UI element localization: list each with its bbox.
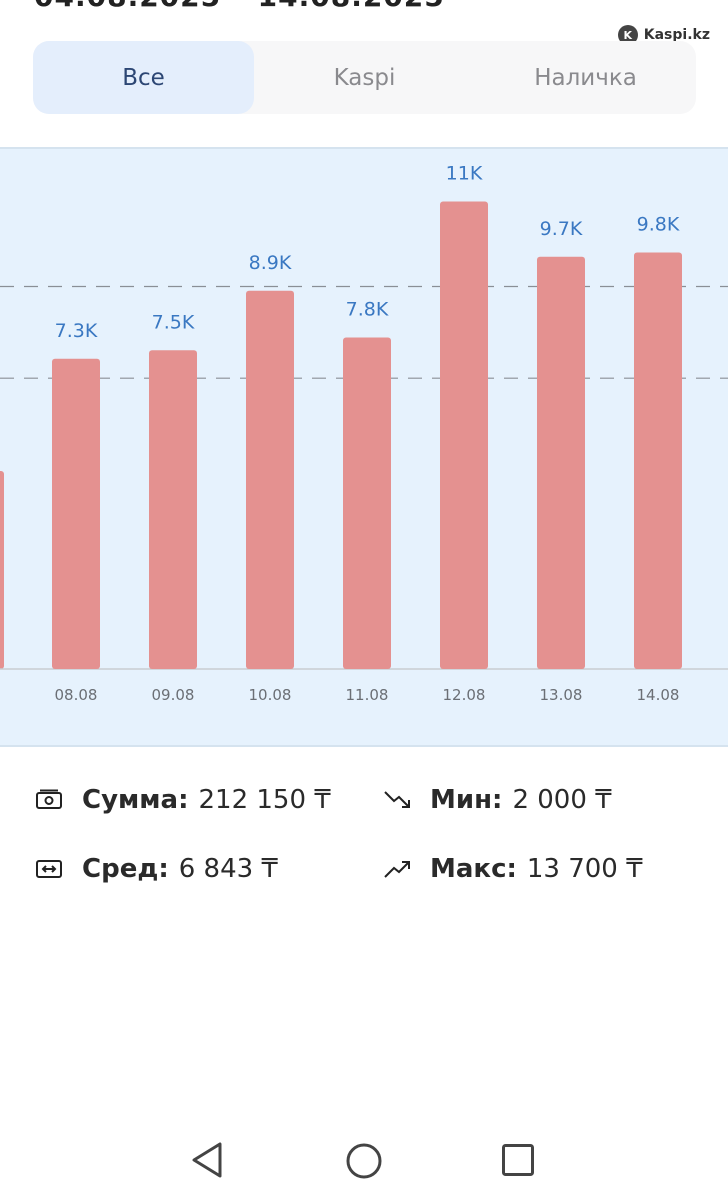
stat-sum-value: 212 150 ₸ (198, 785, 331, 815)
bar-09.08 (149, 350, 197, 669)
x-tick-09.08: 09.08 (152, 686, 195, 704)
stat-min-value: 2 000 ₸ (512, 785, 612, 815)
stat-sum: Сумма: 212 150 ₸ (34, 785, 331, 815)
date-range-title: 04.08.2025 – 14.08.2025 (34, 0, 445, 13)
bar-label-10.08: 8.9K (249, 252, 292, 274)
bar-label-08.08: 7.3K (55, 320, 98, 342)
average-icon (34, 854, 64, 884)
tab-cash[interactable]: Наличка (534, 64, 637, 91)
bar-label-12.08: 11K (446, 163, 483, 185)
daily-sales-chart[interactable]: 7.3K 08.08 7.5K 09.08 8.9K 10.08 7.8K 11.08 11K 1… (0, 147, 728, 747)
bar-label-14.08: 9.8K (637, 214, 680, 236)
bar-13.08 (537, 256, 585, 669)
bar-chart-svg: 7.3K 08.08 7.5K 09.08 8.9K 10.08 7.8K 11.08 11K 1… (0, 163, 728, 704)
stat-avg: Сред: 6 843 ₸ (34, 854, 278, 884)
x-tick-12.08: 12.08 (443, 686, 486, 704)
x-tick-08.08: 08.08 (55, 686, 98, 704)
recents-icon[interactable] (501, 1143, 535, 1177)
trend-up-icon (382, 854, 412, 884)
stat-min-label: Мин: (430, 785, 503, 815)
stat-max-value: 13 700 ₸ (526, 854, 643, 884)
stat-avg-label: Сред: (82, 854, 169, 884)
bar-label-11.08: 7.8K (346, 299, 389, 321)
bar-14.08 (634, 252, 682, 669)
stat-min: Мин: 2 000 ₸ (382, 785, 612, 815)
money-icon (34, 785, 64, 815)
home-icon[interactable] (345, 1142, 383, 1180)
kaspi-watermark: K Kaspi.kz (617, 25, 710, 45)
payment-filter: Все Kaspi Наличка (33, 41, 696, 114)
x-tick-14.08: 14.08 (637, 686, 680, 704)
bar-08.08 (52, 358, 100, 669)
bar-10.08 (246, 290, 294, 669)
bar-11.08 (343, 337, 391, 669)
stat-avg-value: 6 843 ₸ (178, 854, 278, 884)
tab-kaspi[interactable]: Kaspi (333, 64, 396, 91)
android-nav-bar (0, 1120, 728, 1200)
bar-partial (0, 471, 4, 669)
bar-label-13.08: 9.7K (540, 218, 583, 240)
x-tick-11.08: 11.08 (346, 686, 389, 704)
stat-max: Макс: 13 700 ₸ (382, 854, 643, 884)
kaspi-logo-icon: K (617, 25, 638, 45)
x-tick-13.08: 13.08 (540, 686, 583, 704)
bar-12.08 (440, 201, 488, 669)
tab-all[interactable]: Все (33, 41, 254, 114)
stat-max-label: Макс: (430, 854, 517, 884)
bar-label-09.08: 7.5K (152, 311, 195, 333)
back-icon[interactable] (190, 1140, 226, 1180)
trend-down-icon (382, 785, 412, 815)
stat-sum-label: Сумма: (82, 785, 189, 815)
watermark-text: Kaspi.kz (643, 27, 710, 43)
x-tick-10.08: 10.08 (249, 686, 292, 704)
